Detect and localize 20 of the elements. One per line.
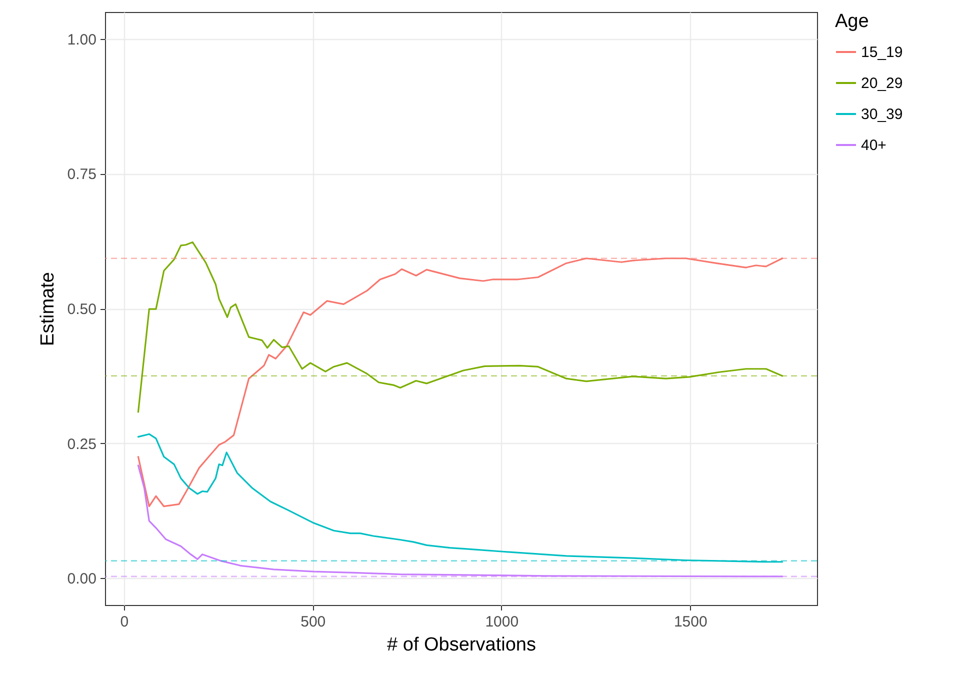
y-tick-label: 0.25 <box>67 436 96 453</box>
legend-label: 40+ <box>861 137 887 154</box>
y-tick-label: 0.75 <box>67 166 96 184</box>
line-series <box>137 258 784 508</box>
x-tick-label: 0 <box>120 614 129 630</box>
legend-label: 20_29 <box>861 75 903 92</box>
y-tick-label: 1.00 <box>67 31 96 48</box>
x-tick-label: 1000 <box>485 614 519 630</box>
x-axis-title: # of Observations <box>387 634 536 656</box>
y-tick-label: 0.50 <box>67 301 96 318</box>
x-tick-label: 500 <box>300 614 326 630</box>
legend-label: 15_19 <box>861 44 903 61</box>
legend-title: Age <box>835 11 869 32</box>
y-tick-label: 0.00 <box>67 570 96 588</box>
y-axis-title: Estimate <box>37 272 58 346</box>
line-series <box>137 241 784 413</box>
line-series <box>137 464 784 578</box>
legend-label: 30_39 <box>861 106 903 123</box>
x-tick-label: 1500 <box>674 614 708 630</box>
line-series <box>137 433 784 563</box>
